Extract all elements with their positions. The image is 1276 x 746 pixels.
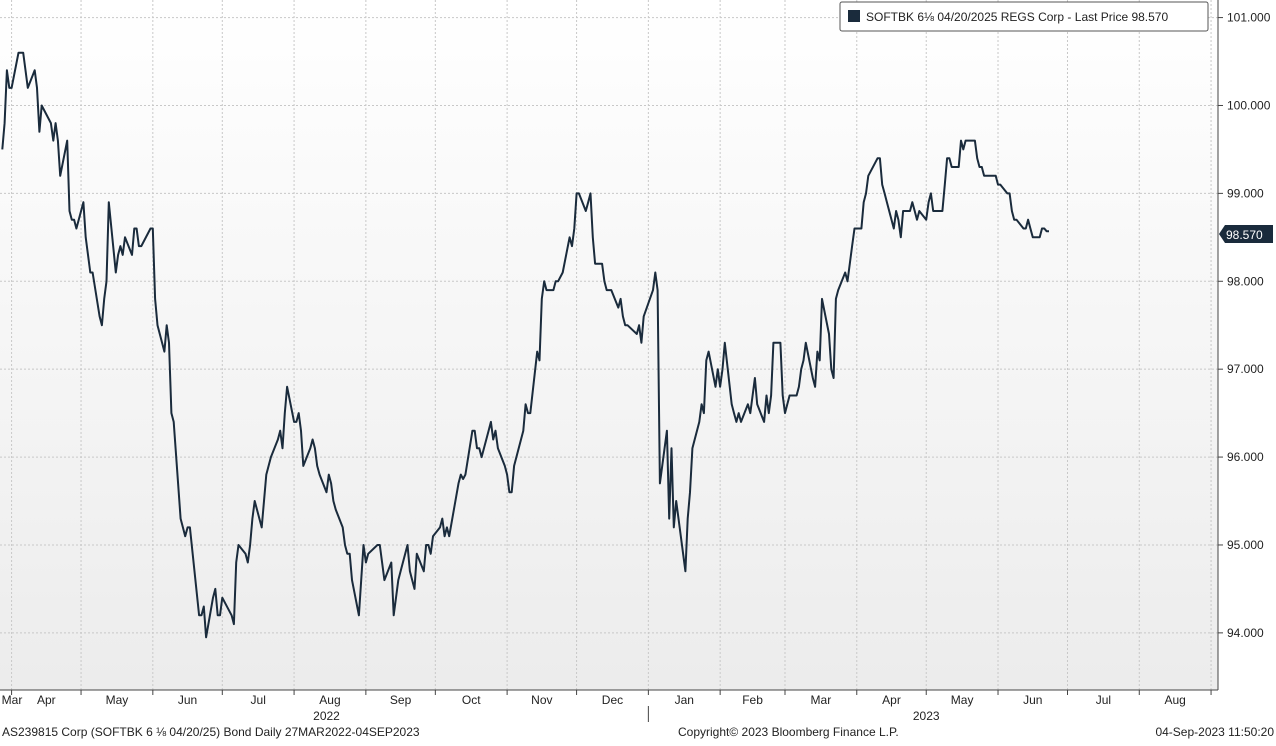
x-tick-label: Apr [37, 693, 56, 707]
x-tick-label: May [106, 693, 129, 707]
year-label: 2022 [313, 709, 340, 723]
y-tick-label: 99.000 [1227, 186, 1264, 200]
x-tick-label: Mar [2, 693, 23, 707]
legend-box [839, 1, 1209, 32]
x-tick-label: Sep [390, 693, 412, 707]
x-tick-label: Apr [882, 693, 901, 707]
plot-area [0, 0, 1218, 690]
x-tick-label: Jun [178, 693, 197, 707]
y-tick-label: 94.000 [1227, 626, 1264, 640]
year-label: 2023 [913, 709, 940, 723]
last-price-flag [1219, 225, 1273, 243]
footer-ticker-info: AS239815 Corp (SOFTBK 6 ⅛ 04/20/25) Bond… [2, 725, 420, 739]
y-tick-label: 96.000 [1227, 450, 1264, 464]
legend: SOFTBK 6⅛ 04/20/2025 REGS Corp - Last Pr… [839, 1, 1209, 32]
y-tick-label: 97.000 [1227, 362, 1264, 376]
x-tick-label: Aug [1164, 693, 1185, 707]
x-tick-label: Jan [675, 693, 694, 707]
x-tick-label: May [951, 693, 974, 707]
x-tick-label: Feb [742, 693, 763, 707]
x-axis: Mar Apr May Jun Jul Aug Sep Oct Nov Dec Jan Feb Mar A… [2, 690, 1212, 723]
x-tick-label: Aug [319, 693, 340, 707]
x-tick-label: Jul [1096, 693, 1111, 707]
series-layer [1, 51, 1049, 639]
grid [0, 0, 1218, 690]
y-tick-label: 100.000 [1227, 98, 1271, 112]
y-tick-label: 98.000 [1227, 274, 1264, 288]
footer-copyright: Copyright© 2023 Bloomberg Finance L.P. [678, 725, 899, 739]
last-price-marker: 98.570 [1219, 225, 1273, 243]
series-line [1, 51, 1049, 639]
y-tick-label: 95.000 [1227, 538, 1264, 552]
footer: AS239815 Corp (SOFTBK 6 ⅛ 04/20/25) Bond… [2, 725, 1274, 739]
x-tick-label: Jun [1023, 693, 1042, 707]
footer-timestamp: 04-Sep-2023 11:50:20 [1155, 725, 1274, 739]
y-tick-label: 101.000 [1227, 11, 1271, 25]
y-axis: 94.000 95.000 96.000 97.000 98.000 99.000 100.… [1218, 11, 1271, 640]
last-price-label: 98.570 [1226, 228, 1263, 242]
x-tick-label: Dec [602, 693, 623, 707]
legend-swatch [848, 10, 860, 22]
x-tick-label: Mar [811, 693, 832, 707]
x-tick-label: Oct [462, 693, 481, 707]
x-tick-label: Jul [251, 693, 266, 707]
x-tick-label: Nov [531, 693, 552, 707]
legend-label: SOFTBK 6⅛ 04/20/2025 REGS Corp - Last Pr… [866, 10, 1168, 24]
